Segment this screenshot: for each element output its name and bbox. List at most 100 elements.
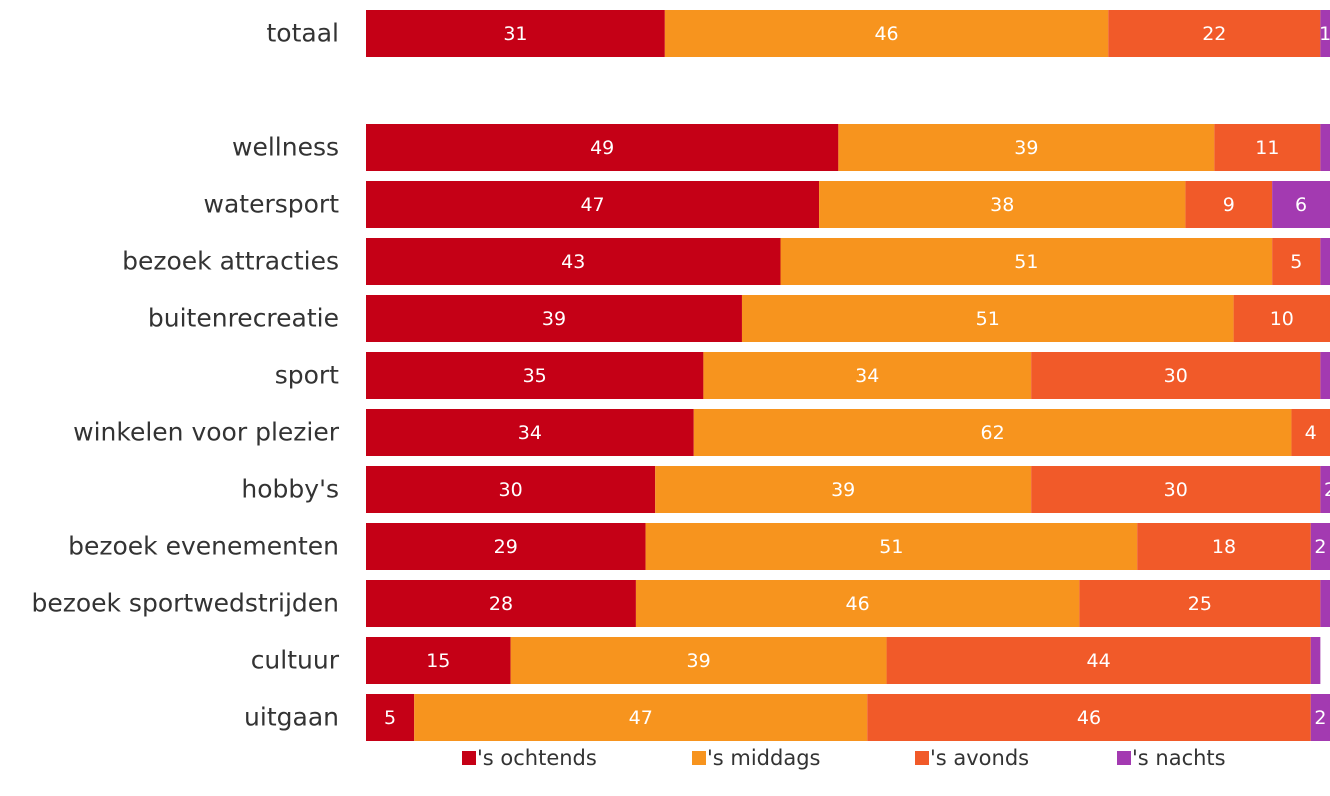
bar-row: winkelen voor plezier 34 62 4 bbox=[73, 409, 1330, 456]
data-label: 46 bbox=[1077, 707, 1101, 729]
bar-segment bbox=[366, 124, 839, 171]
legend-swatch bbox=[915, 751, 929, 765]
data-label: 1 bbox=[1319, 23, 1330, 45]
data-label: 2 bbox=[1314, 536, 1326, 558]
data-label: 46 bbox=[846, 593, 870, 615]
data-label: 30 bbox=[1164, 479, 1188, 501]
data-label: 39 bbox=[686, 650, 710, 672]
bar-segment bbox=[1310, 694, 1330, 741]
data-label: 39 bbox=[542, 308, 566, 330]
bar-segment bbox=[635, 580, 1080, 627]
data-label: 38 bbox=[990, 194, 1014, 216]
legend-item: 's nachts bbox=[1117, 746, 1226, 770]
legend-swatch bbox=[462, 751, 476, 765]
category-label: bezoek sportwedstrijden bbox=[31, 589, 339, 618]
bar-segment bbox=[366, 466, 656, 513]
data-label: 46 bbox=[874, 23, 898, 45]
bar-segment bbox=[1137, 523, 1311, 570]
data-label: 22 bbox=[1202, 23, 1226, 45]
bar-segment bbox=[655, 466, 1032, 513]
data-label: 5 bbox=[384, 707, 396, 729]
bar-row: uitgaan 5 47 46 2 bbox=[244, 694, 1330, 741]
bar-segment bbox=[366, 295, 742, 342]
bar-segment bbox=[1272, 238, 1321, 285]
bar-segment bbox=[366, 181, 820, 228]
bar-segment bbox=[366, 637, 511, 684]
category-label: cultuur bbox=[251, 646, 340, 675]
data-label: 5 bbox=[1290, 251, 1302, 273]
category-label: sport bbox=[275, 361, 339, 390]
legend-item: 's avonds bbox=[915, 746, 1029, 770]
bar-segment bbox=[366, 694, 415, 741]
legend-swatch bbox=[692, 751, 706, 765]
category-label: totaal bbox=[267, 19, 340, 48]
data-label: 15 bbox=[426, 650, 450, 672]
data-label: 31 bbox=[503, 23, 527, 45]
data-label: 29 bbox=[494, 536, 518, 558]
bar-segment bbox=[703, 352, 1032, 399]
bar-segment bbox=[414, 694, 868, 741]
bar-segment bbox=[1310, 637, 1321, 684]
legend-label: 's middags bbox=[707, 746, 820, 770]
data-label: 51 bbox=[976, 308, 1000, 330]
bar-row: cultuur 15 39 44 bbox=[251, 637, 1321, 684]
data-label: 43 bbox=[561, 251, 585, 273]
legend-label: 's avonds bbox=[930, 746, 1029, 770]
bar-segment bbox=[819, 181, 1186, 228]
bar-segment bbox=[1272, 181, 1330, 228]
bar-row: totaal 31 46 22 1 bbox=[267, 10, 1330, 57]
legend-item: 's ochtends bbox=[462, 746, 597, 770]
category-label: watersport bbox=[204, 190, 340, 219]
bar-row: buitenrecreatie 39 51 10 bbox=[148, 295, 1330, 342]
bar-segment bbox=[1031, 466, 1321, 513]
data-label: 49 bbox=[590, 137, 614, 159]
bar-segment bbox=[867, 694, 1311, 741]
category-label: bezoek attracties bbox=[122, 247, 339, 276]
bar-segment bbox=[1079, 580, 1321, 627]
bar-segment bbox=[1320, 352, 1330, 399]
data-label: 28 bbox=[489, 593, 513, 615]
bar-segment bbox=[1214, 124, 1321, 171]
bar-segment bbox=[366, 352, 704, 399]
data-label: 30 bbox=[1164, 365, 1188, 387]
data-label: 39 bbox=[831, 479, 855, 501]
data-label: 39 bbox=[1014, 137, 1038, 159]
bar-row: bezoek sportwedstrijden 28 46 25 bbox=[31, 580, 1330, 627]
bar-segment bbox=[366, 523, 646, 570]
legend-item: 's middags bbox=[692, 746, 820, 770]
bar-segment bbox=[664, 10, 1109, 57]
bar-row: bezoek evenementen 29 51 18 2 bbox=[68, 523, 1330, 570]
data-label: 62 bbox=[981, 422, 1005, 444]
legend-label: 's ochtends bbox=[477, 746, 597, 770]
bar-segment bbox=[366, 409, 694, 456]
data-label: 9 bbox=[1223, 194, 1235, 216]
bar-segment bbox=[645, 523, 1138, 570]
bar-row: wellness 49 39 11 bbox=[232, 124, 1330, 171]
bar-segment bbox=[1108, 10, 1321, 57]
category-label: hobby's bbox=[241, 475, 339, 504]
data-label: 25 bbox=[1188, 593, 1212, 615]
category-label: buitenrecreatie bbox=[148, 304, 339, 333]
data-label: 4 bbox=[1305, 422, 1317, 444]
legend: 's ochtends 's middags 's avonds 's nachts bbox=[462, 746, 1226, 770]
data-label: 51 bbox=[1014, 251, 1038, 273]
category-label: wellness bbox=[232, 133, 339, 162]
bar-segment bbox=[886, 637, 1311, 684]
bar-segment bbox=[366, 580, 636, 627]
data-label: 34 bbox=[518, 422, 542, 444]
category-label: bezoek evenementen bbox=[68, 532, 339, 561]
bar-row: sport 35 34 30 bbox=[275, 352, 1330, 399]
data-label: 35 bbox=[523, 365, 547, 387]
data-label: 34 bbox=[855, 365, 879, 387]
bar-segment bbox=[780, 238, 1273, 285]
data-label: 2 bbox=[1324, 479, 1330, 501]
bar-segment bbox=[1320, 10, 1330, 57]
bar-segment bbox=[366, 238, 781, 285]
bar-segment bbox=[1291, 409, 1330, 456]
bar-segment bbox=[1320, 124, 1330, 171]
data-label: 30 bbox=[499, 479, 523, 501]
data-label: 47 bbox=[629, 707, 653, 729]
bar-segment bbox=[1031, 352, 1321, 399]
